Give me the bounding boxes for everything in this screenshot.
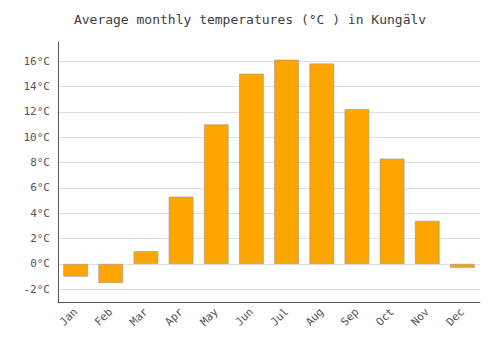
svg-text:May: May	[198, 305, 221, 328]
svg-text:Aug: Aug	[303, 305, 326, 328]
svg-text:Feb: Feb	[92, 305, 115, 328]
svg-text:Jun: Jun	[233, 305, 256, 328]
svg-text:6°C: 6°C	[30, 181, 50, 194]
svg-text:Oct: Oct	[373, 305, 396, 328]
svg-text:10°C: 10°C	[24, 131, 51, 144]
svg-text:4°C: 4°C	[30, 207, 50, 220]
svg-text:Apr: Apr	[162, 305, 185, 328]
svg-text:14°C: 14°C	[24, 80, 51, 93]
svg-text:12°C: 12°C	[24, 105, 51, 118]
svg-text:2°C: 2°C	[30, 232, 50, 245]
svg-text:0°C: 0°C	[30, 257, 50, 270]
svg-text:Nov: Nov	[409, 305, 432, 328]
svg-text:Average monthly temperatures (: Average monthly temperatures (°C ) in Ku…	[74, 12, 426, 27]
svg-text:Jan: Jan	[57, 305, 80, 328]
svg-text:Sep: Sep	[338, 305, 361, 328]
svg-text:-2°C: -2°C	[24, 283, 51, 296]
svg-text:8°C: 8°C	[30, 156, 50, 169]
svg-text:Dec: Dec	[444, 305, 467, 328]
svg-text:16°C: 16°C	[24, 55, 51, 68]
svg-text:Mar: Mar	[127, 305, 150, 328]
svg-text:Jul: Jul	[268, 305, 291, 328]
